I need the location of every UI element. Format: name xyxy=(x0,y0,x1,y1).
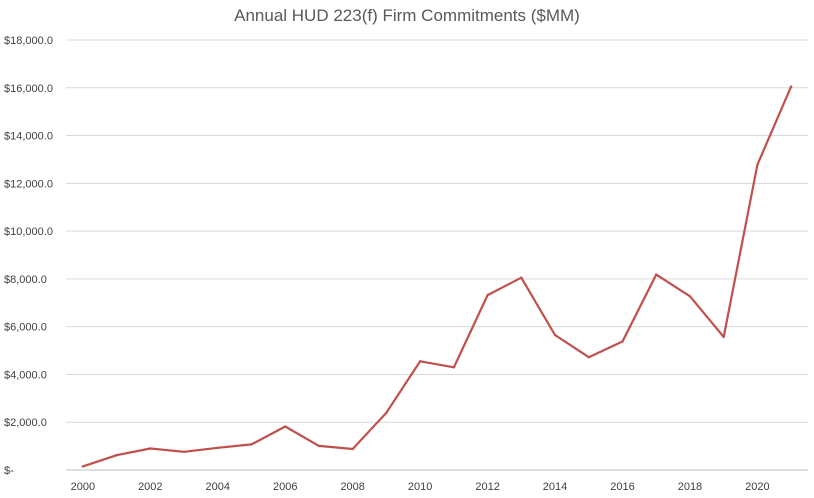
data-point xyxy=(351,447,354,451)
chart-title: Annual HUD 223(f) Firm Commitments ($MM) xyxy=(234,6,580,25)
x-tick-label: 2012 xyxy=(475,481,499,493)
data-point xyxy=(688,295,692,298)
data-point xyxy=(756,163,759,166)
y-tick-label: $14,000.0 xyxy=(4,131,53,143)
data-point xyxy=(81,465,85,468)
data-point xyxy=(520,276,523,279)
data-point xyxy=(553,333,557,337)
y-tick-label: $2,000.0 xyxy=(4,417,47,429)
y-tick-label: $- xyxy=(4,465,14,477)
data-point xyxy=(655,273,658,276)
y-tick-label: $10,000.0 xyxy=(4,226,53,238)
data-point xyxy=(722,335,725,339)
x-tick-label: 2008 xyxy=(340,481,364,493)
data-point xyxy=(385,411,388,414)
x-tick-label: 2020 xyxy=(745,481,769,493)
axes: $- $2,000.0 $4,000.0 $6,000.0 $8,000.0 $10,00… xyxy=(4,35,808,493)
y-tick-label: $4,000.0 xyxy=(4,369,47,381)
data-point xyxy=(418,360,422,363)
series-layer xyxy=(81,85,793,468)
y-tick-label: $12,000.0 xyxy=(4,178,53,190)
data-point xyxy=(115,453,118,457)
data-point xyxy=(317,444,321,448)
series-line xyxy=(81,85,793,468)
y-tick-label: $8,000.0 xyxy=(4,274,47,286)
x-tick-label: 2018 xyxy=(678,481,702,493)
data-point xyxy=(789,85,793,88)
gridlines xyxy=(66,39,808,423)
data-point xyxy=(250,443,253,446)
x-tick-label: 2002 xyxy=(138,481,162,493)
data-point xyxy=(216,446,219,449)
x-tick-label: 2016 xyxy=(610,481,634,493)
data-point xyxy=(182,450,186,454)
x-tick-label: 2006 xyxy=(273,481,297,493)
data-point xyxy=(284,425,287,428)
data-point xyxy=(452,366,456,369)
y-tick-label: $16,000.0 xyxy=(4,83,53,95)
y-tick-label: $6,000.0 xyxy=(4,322,47,334)
data-point xyxy=(486,293,489,297)
data-point xyxy=(621,340,624,343)
x-tick-label: 2014 xyxy=(543,481,567,493)
data-point xyxy=(149,447,152,450)
y-tick-label: $18,000.0 xyxy=(4,35,53,47)
x-tick-label: 2010 xyxy=(408,481,432,493)
x-tick-label: 2004 xyxy=(206,481,230,493)
x-tick-label: 2000 xyxy=(71,481,95,493)
data-point xyxy=(587,356,590,359)
